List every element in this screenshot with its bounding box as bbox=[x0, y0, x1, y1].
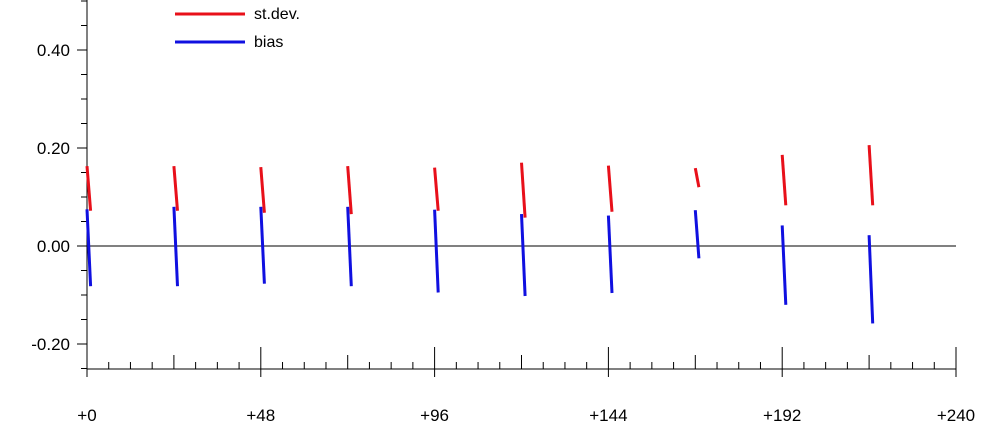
y-tick-label: 0.20 bbox=[37, 139, 70, 158]
series-stdev bbox=[85, 145, 875, 218]
legend: st.dev. bias bbox=[175, 6, 300, 51]
series-segment bbox=[606, 215, 614, 294]
y-tick-label: -0.20 bbox=[31, 335, 70, 354]
series-segment bbox=[606, 165, 614, 212]
series-segment bbox=[867, 235, 875, 324]
y-tick-label: 0.00 bbox=[37, 237, 70, 256]
x-tick-label: +192 bbox=[763, 406, 801, 423]
legend-label: bias bbox=[254, 34, 283, 51]
series-segment bbox=[172, 206, 179, 287]
x-tick-label: +240 bbox=[937, 406, 975, 423]
series-segment bbox=[85, 165, 93, 211]
series-segment bbox=[520, 214, 527, 297]
series-segment bbox=[259, 166, 266, 213]
series-segment bbox=[346, 206, 353, 287]
series-segment bbox=[867, 145, 875, 206]
y-tick-label: 0.40 bbox=[37, 41, 70, 60]
series-segment bbox=[693, 167, 701, 188]
series-segment bbox=[433, 167, 440, 211]
series-segment bbox=[520, 162, 527, 218]
series-segment bbox=[85, 209, 93, 287]
series-segment bbox=[259, 206, 266, 284]
series-segment bbox=[172, 165, 179, 211]
series-bias bbox=[85, 206, 875, 324]
axes: 0.40 0.20 0.00 -0.20 +0 +48 +96 +144 +192 +240 bbox=[31, 0, 975, 423]
series-lines bbox=[85, 145, 875, 324]
legend-label: st.dev. bbox=[254, 6, 300, 23]
x-tick-label: +48 bbox=[246, 406, 275, 423]
series-segment bbox=[433, 209, 440, 293]
x-tick-label: +0 bbox=[77, 406, 96, 423]
x-tick-label: +144 bbox=[589, 406, 627, 423]
series-segment bbox=[693, 210, 701, 259]
series-segment bbox=[346, 165, 353, 215]
series-segment bbox=[780, 225, 788, 305]
x-tick-label: +96 bbox=[420, 406, 449, 423]
series-segment bbox=[780, 154, 788, 206]
